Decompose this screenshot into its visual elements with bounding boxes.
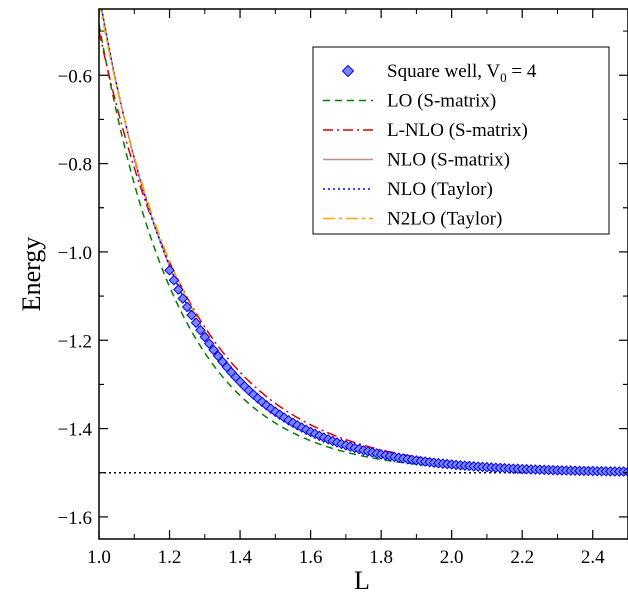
data-point (181, 301, 193, 313)
data-point (177, 293, 189, 304)
y-tick-label: −1.0 (58, 243, 92, 264)
y-tick-label: −0.8 (58, 155, 92, 176)
data-point (208, 344, 219, 356)
x-tick-label: 1.2 (158, 547, 182, 568)
series-points (164, 265, 628, 477)
x-tick-label: 2.0 (440, 547, 464, 568)
data-point (622, 466, 628, 477)
legend-box (312, 46, 610, 235)
plot-area (99, 9, 628, 477)
legend: Square well, V0 = 4 LO (S-matrix) L-NLO (S… (312, 46, 610, 235)
data-point (252, 392, 264, 404)
data-point (186, 309, 197, 321)
y-tick-label: −1.4 (58, 420, 93, 441)
y-tick-label: −1.6 (58, 508, 92, 529)
legend-label: LO (S-matrix) (387, 91, 496, 112)
legend-label: NLO (Taylor) (387, 179, 493, 200)
x-axis-title: L (354, 566, 370, 593)
x-tick-label: 1.6 (299, 547, 323, 568)
data-point (270, 406, 281, 418)
data-point (164, 265, 175, 276)
data-point (195, 324, 206, 336)
data-point (168, 274, 180, 286)
x-tick-label: 1.8 (369, 547, 393, 568)
data-point (173, 284, 184, 295)
data-point (265, 403, 277, 414)
y-axis-title: Energy (17, 237, 46, 312)
data-point (283, 414, 294, 426)
series-line (99, 23, 628, 473)
x-tick-label: 2.2 (510, 547, 534, 568)
legend-label: NLO (S-matrix) (387, 150, 510, 171)
y-tick-label: −0.6 (58, 66, 92, 87)
x-tick-label: 1.4 (228, 547, 252, 568)
data-point (203, 338, 215, 349)
legend-label: L-NLO (S-matrix) (387, 120, 528, 141)
y-axis: −1.6 −1.4 −1.2 −1.0 −0.8 −0.6 (58, 30, 628, 529)
y-tick-label: −1.2 (58, 331, 92, 352)
data-point (212, 350, 224, 362)
data-point (199, 331, 211, 343)
x-tick-label: 2.4 (581, 547, 605, 568)
x-tick-label: 1.0 (87, 547, 111, 568)
plot-frame (98, 8, 628, 540)
legend-label: Square well, V0 = 4 (387, 61, 537, 85)
x-axis: 1.0 1.2 1.4 1.6 1.8 2.0 2.2 2.4 (87, 9, 605, 568)
legend-label: N2LO (Taylor) (387, 209, 502, 230)
legend-marker (341, 64, 355, 78)
data-point (274, 409, 286, 421)
data-point (190, 317, 202, 329)
